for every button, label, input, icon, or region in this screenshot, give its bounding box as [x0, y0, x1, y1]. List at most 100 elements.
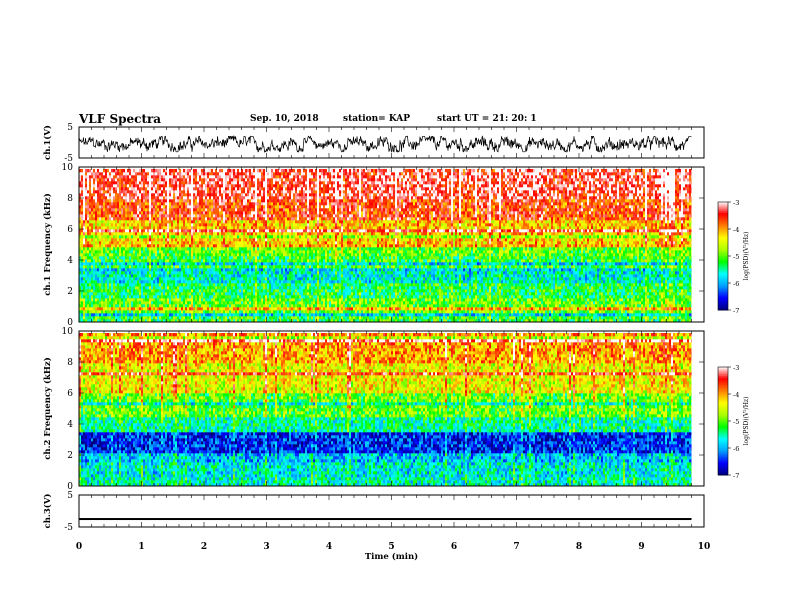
spectrogram-cell — [641, 307, 644, 311]
spectrogram-cell — [485, 292, 488, 296]
spectrogram-cell — [441, 286, 444, 290]
spectrogram-cell — [653, 295, 656, 299]
spectrogram-cell — [673, 307, 676, 311]
spectrogram-cell — [655, 283, 658, 287]
spectrogram-cell — [633, 304, 636, 308]
spectrogram-cell — [119, 286, 122, 290]
spectrogram-cell — [121, 310, 124, 314]
spectrogram-cell — [253, 289, 256, 293]
spectrogram-cell — [597, 292, 600, 296]
spectrogram-cell — [157, 313, 160, 317]
spectrogram-cell — [177, 274, 180, 278]
spectrogram-cell — [481, 316, 484, 320]
spectrogram-cell — [239, 274, 242, 278]
spectrogram-cell — [323, 319, 326, 323]
spectrogram-cell — [89, 304, 92, 308]
spectrogram-cell — [85, 280, 88, 284]
spectrogram-cell — [483, 283, 486, 287]
spectrogram-cell — [159, 286, 162, 290]
spectrogram-cell — [283, 304, 286, 308]
spectrogram-cell — [641, 316, 644, 320]
spectrogram-cell — [271, 283, 274, 287]
spectrogram-cell — [413, 283, 416, 287]
spectrogram-cell — [483, 316, 486, 320]
spectrogram-cell — [469, 277, 472, 281]
spectrogram-cell — [435, 280, 438, 284]
spectrogram-cell — [493, 289, 496, 293]
spectrogram-cell — [683, 286, 686, 290]
spectrogram-cell — [657, 292, 660, 296]
spectrogram-cell — [487, 304, 490, 308]
spectrogram-cell — [175, 286, 178, 290]
spectrogram-cell — [409, 283, 412, 287]
spectrogram-cell — [127, 319, 130, 323]
spectrogram-cell — [469, 280, 472, 284]
spectrogram-cell — [107, 319, 110, 323]
spectrogram-cell — [229, 304, 232, 308]
spectrogram-cell — [119, 283, 122, 287]
spectrogram-cell — [425, 304, 428, 308]
spectrogram-cell — [479, 319, 482, 323]
spectrogram-cell — [491, 304, 494, 308]
spectrogram-cell — [331, 292, 334, 296]
spectrogram-cell — [481, 313, 484, 317]
spectrogram-cell — [101, 304, 104, 308]
spectrogram-cell — [539, 283, 542, 287]
spectrogram-cell — [513, 310, 516, 314]
spectrogram-cell — [281, 319, 284, 323]
spectrogram-cell — [359, 319, 362, 323]
spectrogram-cell — [647, 289, 650, 293]
spectrogram-cell — [87, 283, 90, 287]
spectrogram-cell — [281, 298, 284, 302]
spectrogram-cell — [423, 310, 426, 314]
spectrogram-cell — [597, 298, 600, 302]
spectrogram-cell — [595, 313, 598, 317]
spectrogram-cell — [439, 286, 442, 290]
spectrogram-cell — [115, 277, 118, 281]
spectrogram-cell — [201, 286, 204, 290]
spectrogram-cell — [81, 295, 84, 299]
spectrogram-cell — [411, 283, 414, 287]
spectrogram-cell — [563, 280, 566, 284]
spectrogram-cell — [315, 319, 318, 323]
spectrogram-cell — [533, 310, 536, 314]
spectrogram-cell — [601, 292, 604, 296]
spectrogram-cell — [473, 301, 476, 305]
spectrogram-cell — [237, 307, 240, 311]
spectrogram-cell — [413, 298, 416, 302]
spectrogram-cell — [647, 313, 650, 317]
spectrogram-cell — [663, 298, 666, 302]
spectrogram-cell — [113, 304, 116, 308]
spectrogram-cell — [103, 289, 106, 293]
spectrogram-cell — [199, 301, 202, 305]
spectrogram-cell — [599, 319, 602, 323]
spectrogram-cell — [673, 298, 676, 302]
spectrogram-cell — [459, 289, 462, 293]
spectrogram-cell — [137, 289, 140, 293]
spectrogram-cell — [545, 319, 548, 323]
spectrogram-cell — [201, 307, 204, 311]
spectrogram-cell — [607, 307, 610, 311]
spectrogram-cell — [189, 310, 192, 314]
spectrogram-cell — [663, 304, 666, 308]
spectrogram-cell — [601, 313, 604, 317]
spectrogram-cell — [231, 310, 234, 314]
spectrogram-cell — [325, 283, 328, 287]
spectrogram-cell — [549, 301, 552, 305]
spectrogram-cell — [101, 298, 104, 302]
spectrogram-cell — [361, 310, 364, 314]
spectrogram-cell — [341, 307, 344, 311]
spectrogram-cell — [227, 301, 230, 305]
spectrogram-cell — [529, 292, 532, 296]
spectrogram-cell — [391, 277, 394, 281]
spectrogram-cell — [537, 292, 540, 296]
spectrogram-cell — [237, 301, 240, 305]
spectrogram-cell — [417, 289, 420, 293]
spectrogram-cell — [277, 295, 280, 299]
spectrogram-cell — [255, 277, 258, 281]
spectrogram-cell — [81, 286, 84, 290]
spectrogram-cell — [571, 289, 574, 293]
spectrogram-cell — [441, 316, 444, 320]
spectrogram-cell — [231, 301, 234, 305]
spectrogram-cell — [549, 286, 552, 290]
